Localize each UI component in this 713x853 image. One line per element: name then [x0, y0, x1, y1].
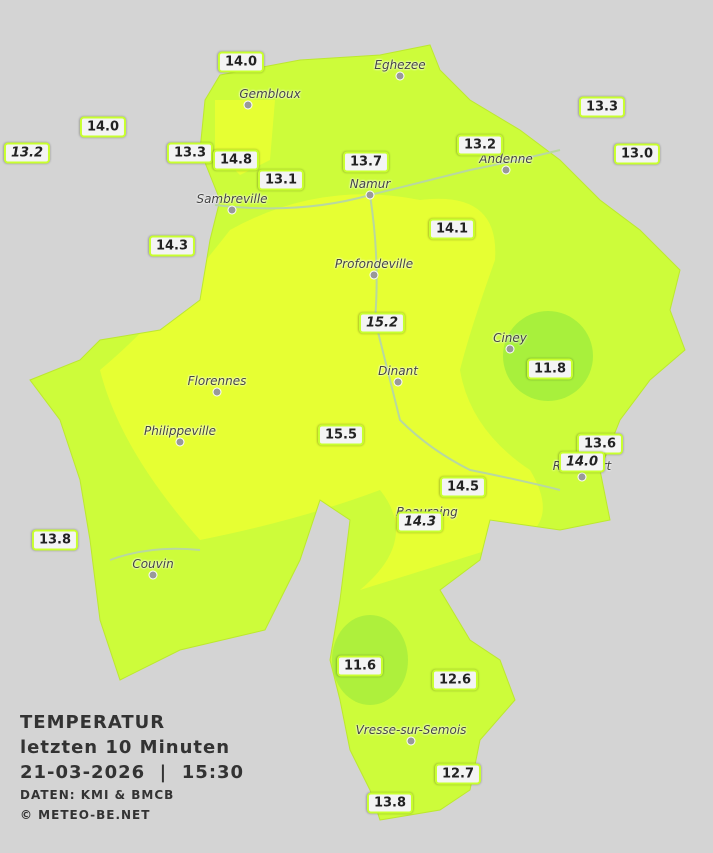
station-temperature: 13.1	[257, 169, 305, 191]
station-temperature: 13.3	[166, 142, 214, 164]
station-temperature: 15.5	[317, 424, 365, 446]
station-temperature: 13.0	[613, 143, 661, 165]
city-dot	[577, 472, 587, 482]
river	[109, 547, 201, 561]
station-temperature: 13.2	[3, 142, 51, 164]
legend-period: letzten 10 Minuten	[20, 737, 231, 758]
legend-copyright: © METEO-BE.NET	[20, 808, 151, 822]
station-temperature: 14.3	[148, 235, 196, 257]
station-temperature: 13.3	[578, 96, 626, 118]
city-dot	[365, 190, 375, 200]
city-dot	[369, 270, 379, 280]
station-temperature: 14.3	[396, 511, 444, 533]
legend-title: TEMPERATUR	[20, 712, 166, 733]
station-temperature: 14.0	[79, 116, 127, 138]
city-name: Profondeville	[334, 257, 414, 271]
station-temperature: 13.2	[456, 134, 504, 156]
cool-zone	[503, 311, 593, 401]
river	[214, 149, 561, 210]
city-name: Vresse-sur-Semois	[355, 723, 467, 737]
city-dot	[395, 71, 405, 81]
city-dot	[227, 205, 237, 215]
city-name: Gembloux	[239, 87, 301, 101]
station-temperature: 12.7	[434, 763, 482, 785]
station-temperature: 15.2	[358, 312, 406, 334]
legend: TEMPERATUR letzten 10 Minuten 21-03-2026…	[20, 710, 244, 825]
station-temperature: 14.5	[439, 476, 487, 498]
city-name: Eghezee	[374, 58, 426, 72]
station-temperature: 13.7	[342, 151, 390, 173]
station-temperature: 14.1	[428, 218, 476, 240]
station-temperature: 14.0	[558, 451, 606, 473]
city-name: Namur	[349, 177, 391, 191]
city-dot	[505, 344, 515, 354]
city-dot	[406, 736, 416, 746]
station-temperature: 12.6	[431, 669, 479, 691]
city-name: Andenne	[479, 152, 533, 166]
city-dot	[212, 387, 222, 397]
city-name: Dinant	[378, 364, 418, 378]
city-dot	[501, 165, 511, 175]
station-temperature: 11.6	[336, 655, 384, 677]
city-dot	[243, 100, 253, 110]
station-temperature: 14.0	[217, 51, 265, 73]
legend-datetime: 21-03-2026 | 15:30	[20, 762, 245, 783]
city-name: Florennes	[187, 374, 247, 388]
warm-zone	[100, 194, 543, 590]
legend-source: DATEN: KMI & BMCB	[20, 788, 175, 802]
city-name: Ciney	[493, 331, 527, 345]
city-dot	[393, 377, 403, 387]
station-temperature: 13.8	[31, 529, 79, 551]
city-dot	[175, 437, 185, 447]
city-name: Sambreville	[196, 192, 268, 206]
city-dot	[148, 570, 158, 580]
station-temperature: 14.8	[212, 149, 260, 171]
city-name: Philippeville	[144, 424, 216, 438]
station-temperature: 11.8	[526, 358, 574, 380]
station-temperature: 13.8	[366, 792, 414, 814]
city-name: Couvin	[132, 557, 174, 571]
